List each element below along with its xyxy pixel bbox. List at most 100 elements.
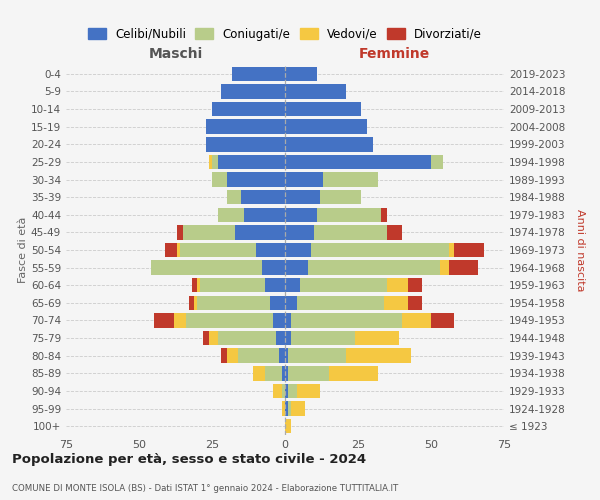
Bar <box>285 172 323 186</box>
Bar <box>288 348 346 363</box>
Bar <box>200 278 265 292</box>
Bar <box>308 260 440 275</box>
Bar <box>218 331 276 345</box>
Text: Popolazione per età, sesso e stato civile - 2024: Popolazione per età, sesso e stato civil… <box>12 452 366 466</box>
Bar <box>323 172 379 186</box>
Bar <box>285 260 308 275</box>
Bar <box>282 366 285 380</box>
Bar <box>285 102 361 117</box>
Bar <box>285 314 291 328</box>
Bar <box>288 402 291 416</box>
Bar <box>285 66 317 81</box>
Bar <box>206 137 285 152</box>
Bar <box>191 278 197 292</box>
Bar <box>154 314 174 328</box>
Bar <box>317 208 382 222</box>
Bar <box>282 402 285 416</box>
Bar <box>212 172 227 186</box>
Bar <box>285 419 291 434</box>
Bar <box>212 102 285 117</box>
Bar <box>174 314 186 328</box>
Bar <box>232 66 285 81</box>
Bar <box>285 402 288 416</box>
Bar <box>165 243 177 257</box>
Bar <box>221 84 285 98</box>
Bar <box>262 260 285 275</box>
Bar <box>218 208 244 222</box>
Bar <box>454 243 484 257</box>
Bar <box>320 190 361 204</box>
Bar <box>329 366 379 380</box>
Text: COMUNE DI MONTE ISOLA (BS) - Dati ISTAT 1° gennaio 2024 - Elaborazione TUTTITALI: COMUNE DI MONTE ISOLA (BS) - Dati ISTAT … <box>12 484 398 493</box>
Bar <box>431 314 454 328</box>
Bar <box>407 278 422 292</box>
Bar <box>285 137 373 152</box>
Bar <box>387 225 402 240</box>
Bar <box>177 243 180 257</box>
Bar <box>285 84 346 98</box>
Bar <box>382 208 387 222</box>
Bar <box>244 208 285 222</box>
Bar <box>151 260 262 275</box>
Y-axis label: Fasce di età: Fasce di età <box>18 217 28 283</box>
Bar <box>197 296 271 310</box>
Bar <box>203 331 209 345</box>
Bar <box>285 296 296 310</box>
Bar <box>227 172 285 186</box>
Bar <box>314 225 387 240</box>
Bar <box>296 384 320 398</box>
Bar <box>291 331 355 345</box>
Bar <box>227 348 238 363</box>
Bar <box>212 154 218 169</box>
Bar <box>291 402 305 416</box>
Bar <box>209 154 212 169</box>
Bar <box>265 278 285 292</box>
Bar <box>274 384 282 398</box>
Bar <box>285 331 291 345</box>
Bar <box>186 314 274 328</box>
Bar <box>221 348 227 363</box>
Bar <box>299 278 387 292</box>
Bar <box>296 296 384 310</box>
Bar <box>197 278 200 292</box>
Bar <box>285 120 367 134</box>
Bar <box>265 366 282 380</box>
Bar <box>218 154 285 169</box>
Bar <box>387 278 407 292</box>
Bar <box>279 348 285 363</box>
Bar <box>311 243 449 257</box>
Bar <box>238 348 279 363</box>
Bar <box>177 225 183 240</box>
Bar <box>256 243 285 257</box>
Bar <box>402 314 431 328</box>
Bar <box>188 296 194 310</box>
Bar <box>241 190 285 204</box>
Bar <box>180 243 256 257</box>
Bar <box>271 296 285 310</box>
Bar <box>285 190 320 204</box>
Legend: Celibi/Nubili, Coniugati/e, Vedovi/e, Divorziati/e: Celibi/Nubili, Coniugati/e, Vedovi/e, Di… <box>83 23 487 45</box>
Bar <box>449 260 478 275</box>
Y-axis label: Anni di nascita: Anni di nascita <box>575 209 585 291</box>
Bar <box>253 366 265 380</box>
Bar <box>276 331 285 345</box>
Bar <box>235 225 285 240</box>
Bar <box>285 243 311 257</box>
Bar <box>384 296 407 310</box>
Bar <box>206 120 285 134</box>
Bar <box>282 384 285 398</box>
Text: Femmine: Femmine <box>359 48 430 62</box>
Bar <box>291 314 402 328</box>
Bar <box>407 296 422 310</box>
Bar <box>194 296 197 310</box>
Bar <box>346 348 410 363</box>
Bar <box>288 366 329 380</box>
Bar <box>285 225 314 240</box>
Bar <box>227 190 241 204</box>
Bar <box>285 348 288 363</box>
Bar <box>449 243 454 257</box>
Bar <box>274 314 285 328</box>
Bar <box>285 366 288 380</box>
Bar <box>183 225 235 240</box>
Bar <box>355 331 399 345</box>
